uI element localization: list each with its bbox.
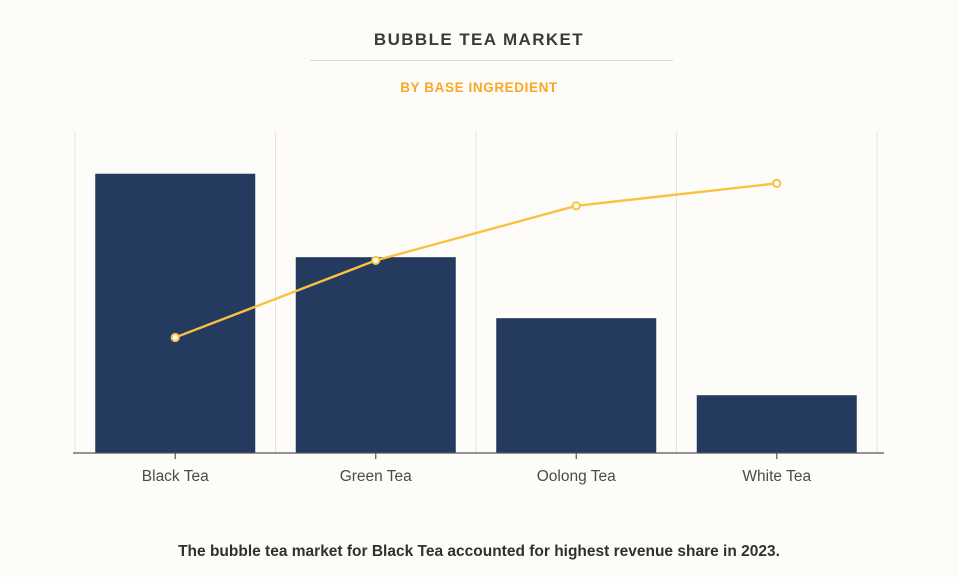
bar-oolong-tea xyxy=(496,318,657,453)
line-marker-green-tea xyxy=(371,255,381,265)
chart-caption: The bubble tea market for Black Tea acco… xyxy=(178,543,780,560)
bar-black-tea xyxy=(95,173,256,454)
bar-white-tea xyxy=(696,395,857,453)
chart-subtitle: BY BASE INGREDIENT xyxy=(400,80,558,95)
bar-green-tea xyxy=(295,257,456,453)
bar-line-combo-chart: Black Tea Green Tea Oolong Tea White Tea xyxy=(73,132,884,485)
chart-title: BUBBLE TEA MARKET xyxy=(373,30,585,49)
x-axis-label-oolong-tea: Oolong Tea xyxy=(537,468,616,485)
trend-line xyxy=(174,182,778,339)
line-marker-black-tea xyxy=(170,332,180,343)
title-divider xyxy=(310,60,673,61)
x-axis-label-green-tea: Green Tea xyxy=(340,468,412,485)
x-axis-label-black-tea: Black Tea xyxy=(142,468,209,485)
x-axis-label-white-tea: White Tea xyxy=(742,468,811,485)
line-marker-white-tea xyxy=(772,178,782,188)
line-marker-oolong-tea xyxy=(571,201,581,211)
